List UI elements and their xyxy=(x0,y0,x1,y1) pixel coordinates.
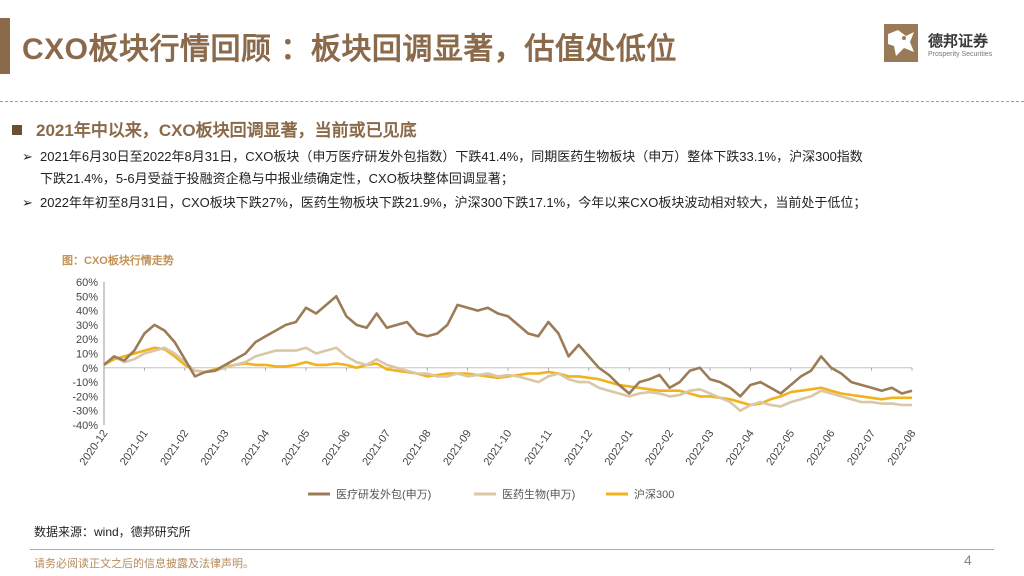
x-tick-label: 2021-02 xyxy=(158,428,191,468)
data-source: 数据来源：wind，德邦研究所 xyxy=(34,525,191,539)
y-tick-label: -40% xyxy=(72,420,98,432)
series-line-0 xyxy=(103,294,913,398)
x-tick-label: 2022-01 xyxy=(603,428,636,468)
bullet-item-2: ➢ 2022年年初至8月31日，CXO板块下跌27%，医药生物板块下跌21.9%… xyxy=(22,192,1020,214)
title-accent-bar xyxy=(0,18,10,74)
legend-label: 沪深300 xyxy=(634,487,674,501)
y-tick-label: -20% xyxy=(72,391,98,403)
bullet-2-line-1: 2022年年初至8月31日，CXO板块下跌27%，医药生物板块下跌21.9%，沪… xyxy=(40,195,867,210)
x-tick-label: 2022-08 xyxy=(885,428,918,468)
arrow-bullet-icon: ➢ xyxy=(22,149,33,164)
x-tick-label: 2021-01 xyxy=(118,428,151,468)
x-tick-label: 2022-03 xyxy=(683,428,716,468)
section-heading-text: 2021年中以来，CXO板块回调显著，当前或已见底 xyxy=(36,121,417,140)
y-tick-label: 20% xyxy=(76,334,98,346)
series-line-2 xyxy=(103,346,912,407)
footer-divider xyxy=(30,549,994,550)
x-tick-label: 2021-11 xyxy=(522,428,555,467)
footer-disclaimer: 请务必阅读正文之后的信息披露及法律声明。 xyxy=(34,558,254,570)
square-bullet-icon xyxy=(12,124,22,135)
section-heading: 2021年中以来，CXO板块回调显著，当前或已见底 xyxy=(12,116,417,141)
x-tick-label: 2021-03 xyxy=(199,428,232,468)
y-tick-label: 40% xyxy=(76,306,98,318)
x-tick-label: 2021-05 xyxy=(279,428,312,468)
bullet-item-1: ➢ 2021年6月30日至2022年8月31日，CXO板块（申万医疗研发外包指数… xyxy=(22,146,1020,190)
x-tick-label: 2022-06 xyxy=(805,428,838,468)
logo-icon xyxy=(884,24,918,62)
page-title: CXO板块行情回顾 ：板块回调显著，估值处低位 xyxy=(22,33,677,66)
logo-name-cn: 德邦证券 xyxy=(928,33,989,50)
arrow-bullet-icon: ➢ xyxy=(22,195,33,210)
y-tick-label: 60% xyxy=(76,277,98,289)
y-tick-label: 30% xyxy=(76,320,98,332)
x-tick-label: 2021-04 xyxy=(239,428,272,468)
logo: 德邦证券 Prosperity Securities xyxy=(884,24,1004,66)
x-tick-label: 2021-08 xyxy=(401,428,434,468)
x-tick-label: 2021-10 xyxy=(481,428,514,468)
line-chart: 60% 50% 40% 30% 20% 10% 0% -10% -20% -30% -40%2020… xyxy=(72,277,918,501)
x-tick-label: 2022-07 xyxy=(845,428,878,468)
x-tick-label: 2021-12 xyxy=(562,428,595,468)
y-tick-label: 50% xyxy=(76,291,98,303)
logo-name-en: Prosperity Securities xyxy=(928,51,993,58)
x-tick-label: 2020-12 xyxy=(77,428,110,468)
x-tick-label: 2021-09 xyxy=(441,428,474,468)
x-tick-label: 2022-02 xyxy=(643,428,676,468)
series-line-1 xyxy=(103,346,912,412)
legend-label: 医疗研发外包(申万) xyxy=(336,487,431,501)
x-tick-label: 2022-04 xyxy=(724,428,757,468)
y-tick-label: 0% xyxy=(82,363,98,375)
bullet-1-line-1: 2021年6月30日至2022年8月31日，CXO板块（申万医疗研发外包指数）下… xyxy=(40,149,863,164)
x-tick-label: 2021-06 xyxy=(320,428,353,468)
bullet-1-line-2: 下跌21.4%，5-6月受益于投融资企稳与中报业绩确定性，CXO板块整体回调显著… xyxy=(40,171,514,186)
title-divider xyxy=(0,101,1024,102)
legend-label: 医药生物(申万) xyxy=(502,487,575,501)
x-tick-label: 2022-05 xyxy=(764,428,797,468)
y-tick-label: -10% xyxy=(72,377,98,389)
y-tick-label: 10% xyxy=(76,349,98,361)
y-tick-label: -30% xyxy=(72,406,98,418)
x-tick-label: 2021-07 xyxy=(360,428,393,468)
page-number: 4 xyxy=(964,552,972,568)
chart-caption: 图：CXO板块行情走势 xyxy=(62,255,174,267)
